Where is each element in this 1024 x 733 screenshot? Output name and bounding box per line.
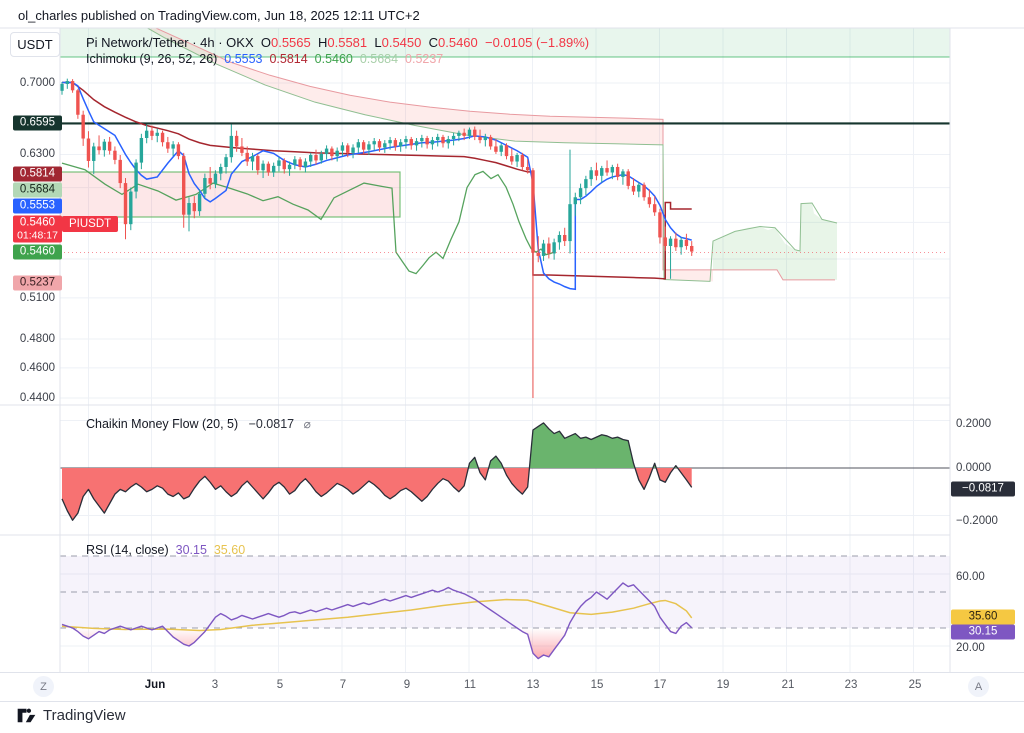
time-axis-label: 7 <box>339 679 347 691</box>
senkou-a-price-label: 0.5684 <box>13 182 62 198</box>
tradingview-brand-text: TradingView <box>43 707 126 724</box>
rsi-axis-label: 20.00 <box>956 642 985 654</box>
time-axis-label: 25 <box>908 679 922 691</box>
rsi-ma-value: 35.60 <box>213 543 246 557</box>
change-value: −0.0105 (−1.89%) <box>485 35 590 50</box>
kijun-price-label: 0.5814 <box>13 166 62 182</box>
symbol-title: Pi Network/Tether · 4h · OKX <box>86 35 254 50</box>
rsi-title: RSI (14, close) <box>86 543 169 557</box>
price-axis-currency-button[interactable]: USDT <box>10 32 60 57</box>
ichimoku-chikou-value: 0.5460 <box>314 52 353 66</box>
hollow-circle-icon: ⌀ <box>303 417 311 431</box>
cmf-axis-label: −0.2000 <box>956 515 998 527</box>
ichimoku-tenkan-value: 0.5553 <box>224 52 263 66</box>
ichimoku-senkou-b-value: 0.5237 <box>405 52 444 66</box>
ohlc-low-label: L <box>374 35 382 50</box>
scroll-left-button[interactable]: Z <box>33 676 54 697</box>
price-axis-label: 0.4800 <box>19 332 55 345</box>
time-axis-label: 11 <box>464 679 476 691</box>
ohlc-high-value: 0.5581 <box>327 35 368 50</box>
cmf-legend-row[interactable]: Chaikin Money Flow (20, 5) −0.0817 ⌀ <box>86 417 311 431</box>
price-axis-label: 0.4400 <box>19 391 55 404</box>
ichimoku-label: Ichimoku (9, 26, 52, 26) <box>86 52 218 66</box>
ohlc-high-label: H <box>317 35 328 50</box>
ichimoku-senkou-a-value: 0.5684 <box>359 52 399 66</box>
price-axis-label: 0.7000 <box>19 77 55 89</box>
tradingview-attribution[interactable]: TradingView <box>17 706 126 725</box>
last-price-label: 0.5460 01:48:17 <box>13 215 62 243</box>
ohlc-open-value: 0.5565 <box>270 35 311 50</box>
ohlc-close-value: 0.5460 <box>438 35 478 50</box>
chikou-price-label: 0.5460 <box>13 244 62 260</box>
hline-price-label: 0.6595 <box>13 115 62 131</box>
cmf-value-badge: −0.0817 <box>951 481 1015 497</box>
price-axis-label: 0.6300 <box>19 148 55 161</box>
rsi-value: 30.15 <box>175 543 207 557</box>
time-axis-label: 15 <box>590 679 604 691</box>
cmf-title: Chaikin Money Flow (20, 5) <box>86 417 239 431</box>
rsi-value-badge: 35.60 <box>951 609 1015 625</box>
cmf-value: −0.0817 <box>248 417 295 431</box>
ichimoku-kijun-value: 0.5814 <box>269 52 308 66</box>
rsi-axis-label: 60.00 <box>956 571 985 583</box>
time-axis-label: 19 <box>716 679 730 691</box>
ohlc-close-label: C <box>428 35 438 50</box>
ohlc-open-label: O <box>260 35 271 50</box>
time-axis-label: 17 <box>653 679 667 691</box>
tradingview-logo-icon <box>17 708 36 723</box>
published-line: ol_charles published on TradingView.com,… <box>18 8 420 23</box>
price-axis-label: 0.4600 <box>19 361 55 374</box>
tenkan-price-label: 0.5553 <box>13 198 62 214</box>
symbol-legend-row[interactable]: Pi Network/Tether · 4h · OKX O0.5565 H0.… <box>86 35 589 50</box>
time-scale[interactable] <box>0 672 1024 702</box>
rsi-value-badge: 30.15 <box>951 624 1015 640</box>
time-axis-label: Jun <box>144 679 166 691</box>
ohlc-low-value: 0.5450 <box>381 35 422 50</box>
senkou-b-price-label: 0.5237 <box>13 275 62 291</box>
time-axis-label: 21 <box>781 679 795 691</box>
rsi-legend-row[interactable]: RSI (14, close) 30.15 35.60 <box>86 543 245 557</box>
price-axis-label: 0.5100 <box>19 291 55 304</box>
time-axis-label: 23 <box>844 679 858 691</box>
cmf-axis-label: 0.0000 <box>956 462 992 474</box>
time-axis-label: 3 <box>211 679 219 691</box>
ichimoku-legend-row[interactable]: Ichimoku (9, 26, 52, 26) 0.5553 0.5814 0… <box>86 52 443 66</box>
time-axis-label: 5 <box>276 679 284 691</box>
scroll-right-button[interactable]: A <box>968 676 989 697</box>
time-axis-label: 9 <box>403 679 411 691</box>
cmf-axis-label: 0.2000 <box>956 418 992 430</box>
symbol-price-badge: PIUSDT <box>62 216 119 232</box>
time-axis-label: 13 <box>526 679 540 691</box>
